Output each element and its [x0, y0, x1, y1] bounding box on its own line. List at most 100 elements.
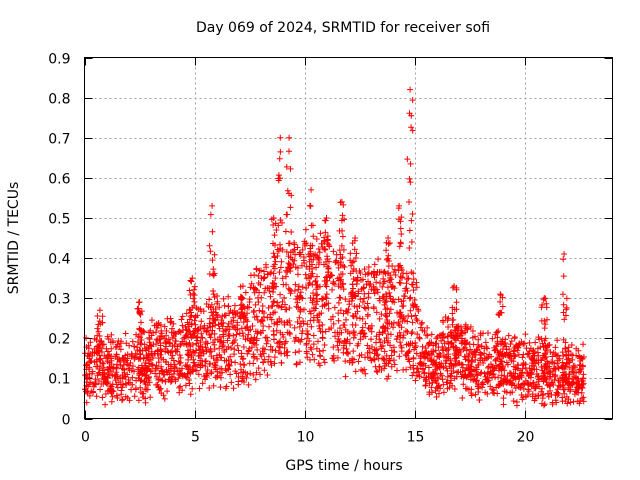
data-point [397, 280, 404, 287]
data-point [310, 341, 317, 348]
data-point [330, 355, 337, 362]
data-point [285, 285, 292, 292]
data-point [368, 322, 375, 329]
data-point [569, 365, 576, 372]
data-point [167, 339, 174, 346]
data-point [396, 243, 403, 250]
data-point [133, 354, 140, 361]
data-point [105, 336, 112, 343]
data-point [450, 368, 457, 375]
data-point [156, 376, 163, 383]
data-point [251, 314, 258, 321]
data-point [356, 302, 363, 309]
data-point [215, 321, 222, 328]
data-point [375, 256, 382, 263]
data-point [287, 262, 294, 269]
data-point [214, 372, 221, 379]
data-point [232, 311, 239, 318]
data-point [345, 350, 352, 357]
data-point [549, 359, 556, 366]
data-point [562, 397, 569, 404]
data-point [574, 386, 581, 393]
data-point [153, 373, 160, 380]
data-point [244, 318, 251, 325]
data-point [321, 237, 328, 244]
data-point [93, 358, 100, 365]
data-point [218, 374, 225, 381]
data-point [137, 384, 144, 391]
data-point [185, 341, 192, 348]
data-point [576, 366, 583, 373]
data-point [109, 337, 116, 344]
data-point [530, 380, 537, 387]
data-point [268, 303, 275, 310]
data-point [238, 301, 245, 308]
data-point [99, 341, 106, 348]
data-point [341, 264, 348, 271]
data-point [390, 357, 397, 364]
data-point [142, 399, 149, 406]
data-point [559, 291, 566, 298]
data-point [342, 296, 349, 303]
data-point [373, 368, 380, 375]
data-point [87, 339, 94, 346]
data-point [225, 343, 232, 350]
data-point [348, 297, 355, 304]
data-point [216, 345, 223, 352]
data-point [330, 320, 337, 327]
data-point [118, 397, 125, 404]
data-point [143, 354, 150, 361]
data-point [440, 330, 447, 337]
data-point [307, 344, 314, 351]
data-point [440, 334, 447, 341]
x-tick-label: 0 [81, 430, 90, 446]
data-point [447, 372, 454, 379]
data-point [488, 353, 495, 360]
data-point [349, 289, 356, 296]
data-point [491, 390, 498, 397]
data-point [410, 276, 417, 283]
data-point [374, 351, 381, 358]
data-point [284, 269, 291, 276]
data-point [410, 354, 417, 361]
data-point [566, 388, 573, 395]
data-point [203, 328, 210, 335]
data-point [180, 335, 187, 342]
data-point [188, 309, 195, 316]
data-point [335, 299, 342, 306]
data-point [257, 351, 264, 358]
data-point [413, 303, 420, 310]
data-point [315, 360, 322, 367]
data-point [404, 318, 411, 325]
data-point [500, 401, 507, 408]
data-point [373, 309, 380, 316]
data-point [453, 324, 460, 331]
data-point [498, 372, 505, 379]
data-point [342, 338, 349, 345]
data-point [448, 360, 455, 367]
data-point [246, 360, 253, 367]
data-point [349, 281, 356, 288]
data-point [405, 348, 412, 355]
data-point [200, 308, 207, 315]
data-point [310, 290, 317, 297]
data-point [455, 368, 462, 375]
data-point [104, 348, 111, 355]
data-point [316, 249, 323, 256]
data-point [308, 270, 315, 277]
data-point [155, 355, 162, 362]
data-point [86, 392, 93, 399]
data-point [573, 375, 580, 382]
data-point [297, 251, 304, 258]
data-point [123, 381, 130, 388]
data-point [210, 339, 217, 346]
data-point [292, 349, 299, 356]
data-point [247, 370, 254, 377]
data-point [540, 402, 547, 409]
data-point [235, 347, 242, 354]
data-point [208, 368, 215, 375]
data-point [251, 334, 258, 341]
data-point [397, 239, 404, 246]
data-point [283, 281, 290, 288]
data-point [343, 345, 350, 352]
